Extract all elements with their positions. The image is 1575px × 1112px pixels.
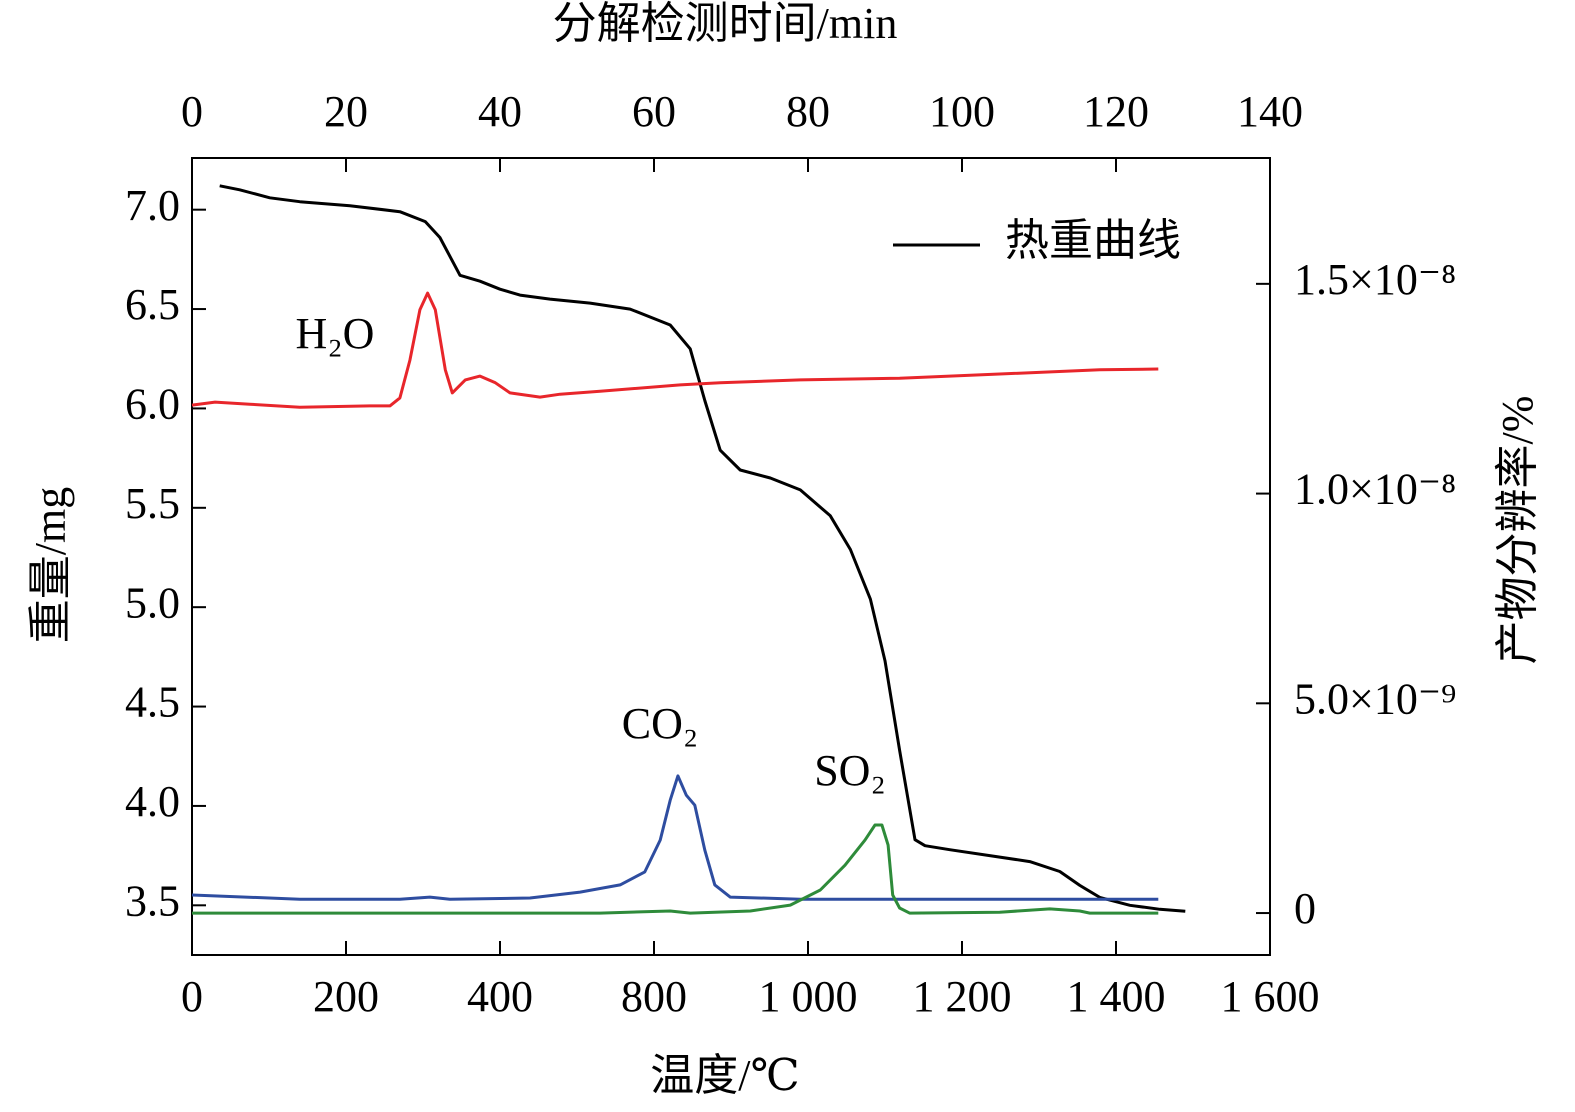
series-line [191, 774, 1159, 901]
y-tick-label: 6.0 [125, 380, 180, 429]
y2-tick-label: 1.5×10⁻⁸ [1294, 255, 1456, 304]
legend-label: 热重曲线 [1005, 216, 1181, 265]
series-annotation: CO₂ [622, 699, 698, 748]
y-tick-label: 6.5 [125, 280, 180, 329]
top-axis-title: 分解检测时间/min [553, 0, 898, 48]
y-tick-label: 4.5 [125, 678, 180, 727]
y-tick-label: 3.5 [125, 876, 180, 925]
series-annotation: SO₂ [814, 746, 886, 795]
x2-tick-label: 1 600 [1221, 972, 1320, 1021]
x-tick-label: 40 [478, 87, 522, 136]
y-tick-label: 5.0 [125, 578, 180, 627]
series-line [191, 291, 1159, 409]
x2-tick-label: 0 [181, 972, 203, 1021]
y2-axis-title: 产物分辨率/% [1493, 396, 1542, 665]
y2-tick-label: 0 [1294, 884, 1316, 933]
x-tick-label: 0 [181, 87, 203, 136]
y-tick-label: 4.0 [125, 777, 180, 826]
x2-tick-label: 1 400 [1067, 972, 1166, 1021]
y-tick-label: 7.0 [125, 181, 180, 230]
x-tick-label: 20 [324, 87, 368, 136]
y-axis-title: 重量/mg [26, 487, 75, 643]
x-tick-label: 80 [786, 87, 830, 136]
y-tick-label: 5.5 [125, 479, 180, 528]
x2-tick-label: 200 [313, 972, 379, 1021]
series-annotation: H₂O [296, 309, 375, 358]
x2-tick-label: 1 000 [759, 972, 858, 1021]
series-line [192, 823, 1159, 915]
x2-tick-label: 1 200 [913, 972, 1012, 1021]
series-line [219, 184, 1186, 913]
y2-tick-label: 1.0×10⁻⁸ [1294, 465, 1456, 514]
x-tick-label: 60 [632, 87, 676, 136]
x-axis-title: 温度/℃ [650, 1051, 799, 1100]
x-tick-label: 100 [929, 87, 995, 136]
x-tick-label: 140 [1237, 87, 1303, 136]
y2-tick-label: 5.0×10⁻⁹ [1294, 674, 1456, 723]
x-tick-label: 120 [1083, 87, 1149, 136]
x2-tick-label: 800 [621, 972, 687, 1021]
plot-frame [191, 157, 1271, 956]
x2-tick-label: 400 [467, 972, 533, 1021]
